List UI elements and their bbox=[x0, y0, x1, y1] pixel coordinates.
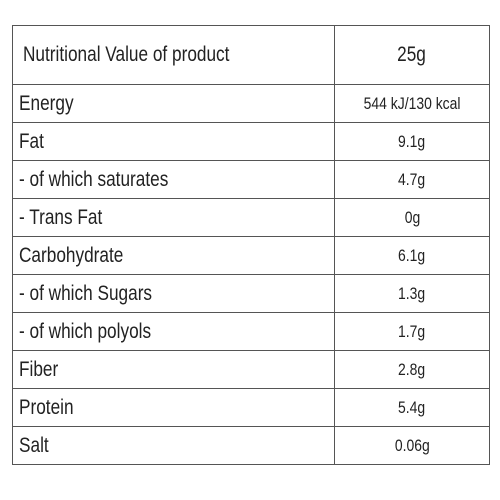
nutrient-name-text: - Trans Fat bbox=[19, 205, 103, 229]
nutrient-value: 2.8g bbox=[334, 350, 490, 389]
nutrient-value-text: 5.4g bbox=[398, 397, 426, 417]
nutrient-name-text: - of which polyols bbox=[19, 319, 152, 343]
nutrient-row: - Trans Fat 0g bbox=[12, 198, 490, 237]
nutrient-value-text: 6.1g bbox=[398, 245, 426, 265]
nutrient-name: Fiber bbox=[12, 350, 335, 389]
nutrient-name-text: Protein bbox=[19, 395, 74, 419]
nutrient-name: - of which Sugars bbox=[12, 274, 335, 313]
nutrient-value-text: 1.7g bbox=[398, 321, 426, 341]
nutrient-name-text: Fat bbox=[19, 129, 44, 153]
nutrient-row: - of which saturates 4.7g bbox=[12, 160, 490, 199]
nutrient-row: Energy 544 kJ/130 kcal bbox=[12, 84, 490, 123]
nutrient-name: Salt bbox=[12, 426, 335, 465]
nutrient-value-text: 544 kJ/130 kcal bbox=[363, 93, 461, 113]
nutrient-value-text: 0.06g bbox=[394, 435, 430, 455]
nutrient-value: 0.06g bbox=[334, 426, 490, 465]
header-label: Nutritional Value of product bbox=[12, 25, 335, 85]
nutrient-name-text: - of which saturates bbox=[19, 167, 169, 191]
nutrient-name-text: Fiber bbox=[19, 357, 59, 381]
nutrient-name: Protein bbox=[12, 388, 335, 427]
nutrient-value-text: 0g bbox=[404, 207, 420, 227]
nutrient-value-text: 2.8g bbox=[398, 359, 426, 379]
nutrient-name: Carbohydrate bbox=[12, 236, 335, 275]
nutrient-value-text: 9.1g bbox=[398, 131, 426, 151]
header-label-text: Nutritional Value of product bbox=[23, 43, 230, 66]
nutrient-name-text: Energy bbox=[19, 91, 74, 115]
nutrient-value: 6.1g bbox=[334, 236, 490, 275]
nutrition-table: Nutritional Value of product 25g Energy 544… bbox=[12, 25, 490, 465]
nutrient-row: Protein 5.4g bbox=[12, 388, 490, 427]
nutrition-table-wrapper: Nutritional Value of product 25g Energy 544… bbox=[12, 25, 490, 465]
nutrient-row: - of which Sugars 1.3g bbox=[12, 274, 490, 313]
nutrient-name: Energy bbox=[12, 84, 335, 123]
nutrient-value: 5.4g bbox=[334, 388, 490, 427]
nutrient-value: 544 kJ/130 kcal bbox=[334, 84, 490, 123]
nutrient-value: 1.3g bbox=[334, 274, 490, 313]
nutrient-name: - of which saturates bbox=[12, 160, 335, 199]
nutrient-name: Fat bbox=[12, 122, 335, 161]
header-row: Nutritional Value of product 25g bbox=[12, 25, 490, 85]
header-value-text: 25g bbox=[397, 43, 427, 66]
nutrient-name-text: Salt bbox=[19, 433, 49, 457]
nutrient-row: Carbohydrate 6.1g bbox=[12, 236, 490, 275]
nutrient-value: 1.7g bbox=[334, 312, 490, 351]
nutrient-row: Fat 9.1g bbox=[12, 122, 490, 161]
nutrient-name: - of which polyols bbox=[12, 312, 335, 351]
nutrient-value: 9.1g bbox=[334, 122, 490, 161]
nutrient-row: Salt 0.06g bbox=[12, 426, 490, 465]
nutrient-value-text: 1.3g bbox=[398, 283, 426, 303]
nutrient-row: Fiber 2.8g bbox=[12, 350, 490, 389]
nutrient-value-text: 4.7g bbox=[398, 169, 426, 189]
nutrient-value: 4.7g bbox=[334, 160, 490, 199]
nutrient-value: 0g bbox=[334, 198, 490, 237]
nutrient-name-text: Carbohydrate bbox=[19, 243, 124, 267]
nutrient-name: - Trans Fat bbox=[12, 198, 335, 237]
nutrient-name-text: - of which Sugars bbox=[19, 281, 153, 305]
table-body: Nutritional Value of product 25g Energy 544… bbox=[12, 25, 490, 465]
nutrient-row: - of which polyols 1.7g bbox=[12, 312, 490, 351]
header-value: 25g bbox=[334, 25, 490, 85]
